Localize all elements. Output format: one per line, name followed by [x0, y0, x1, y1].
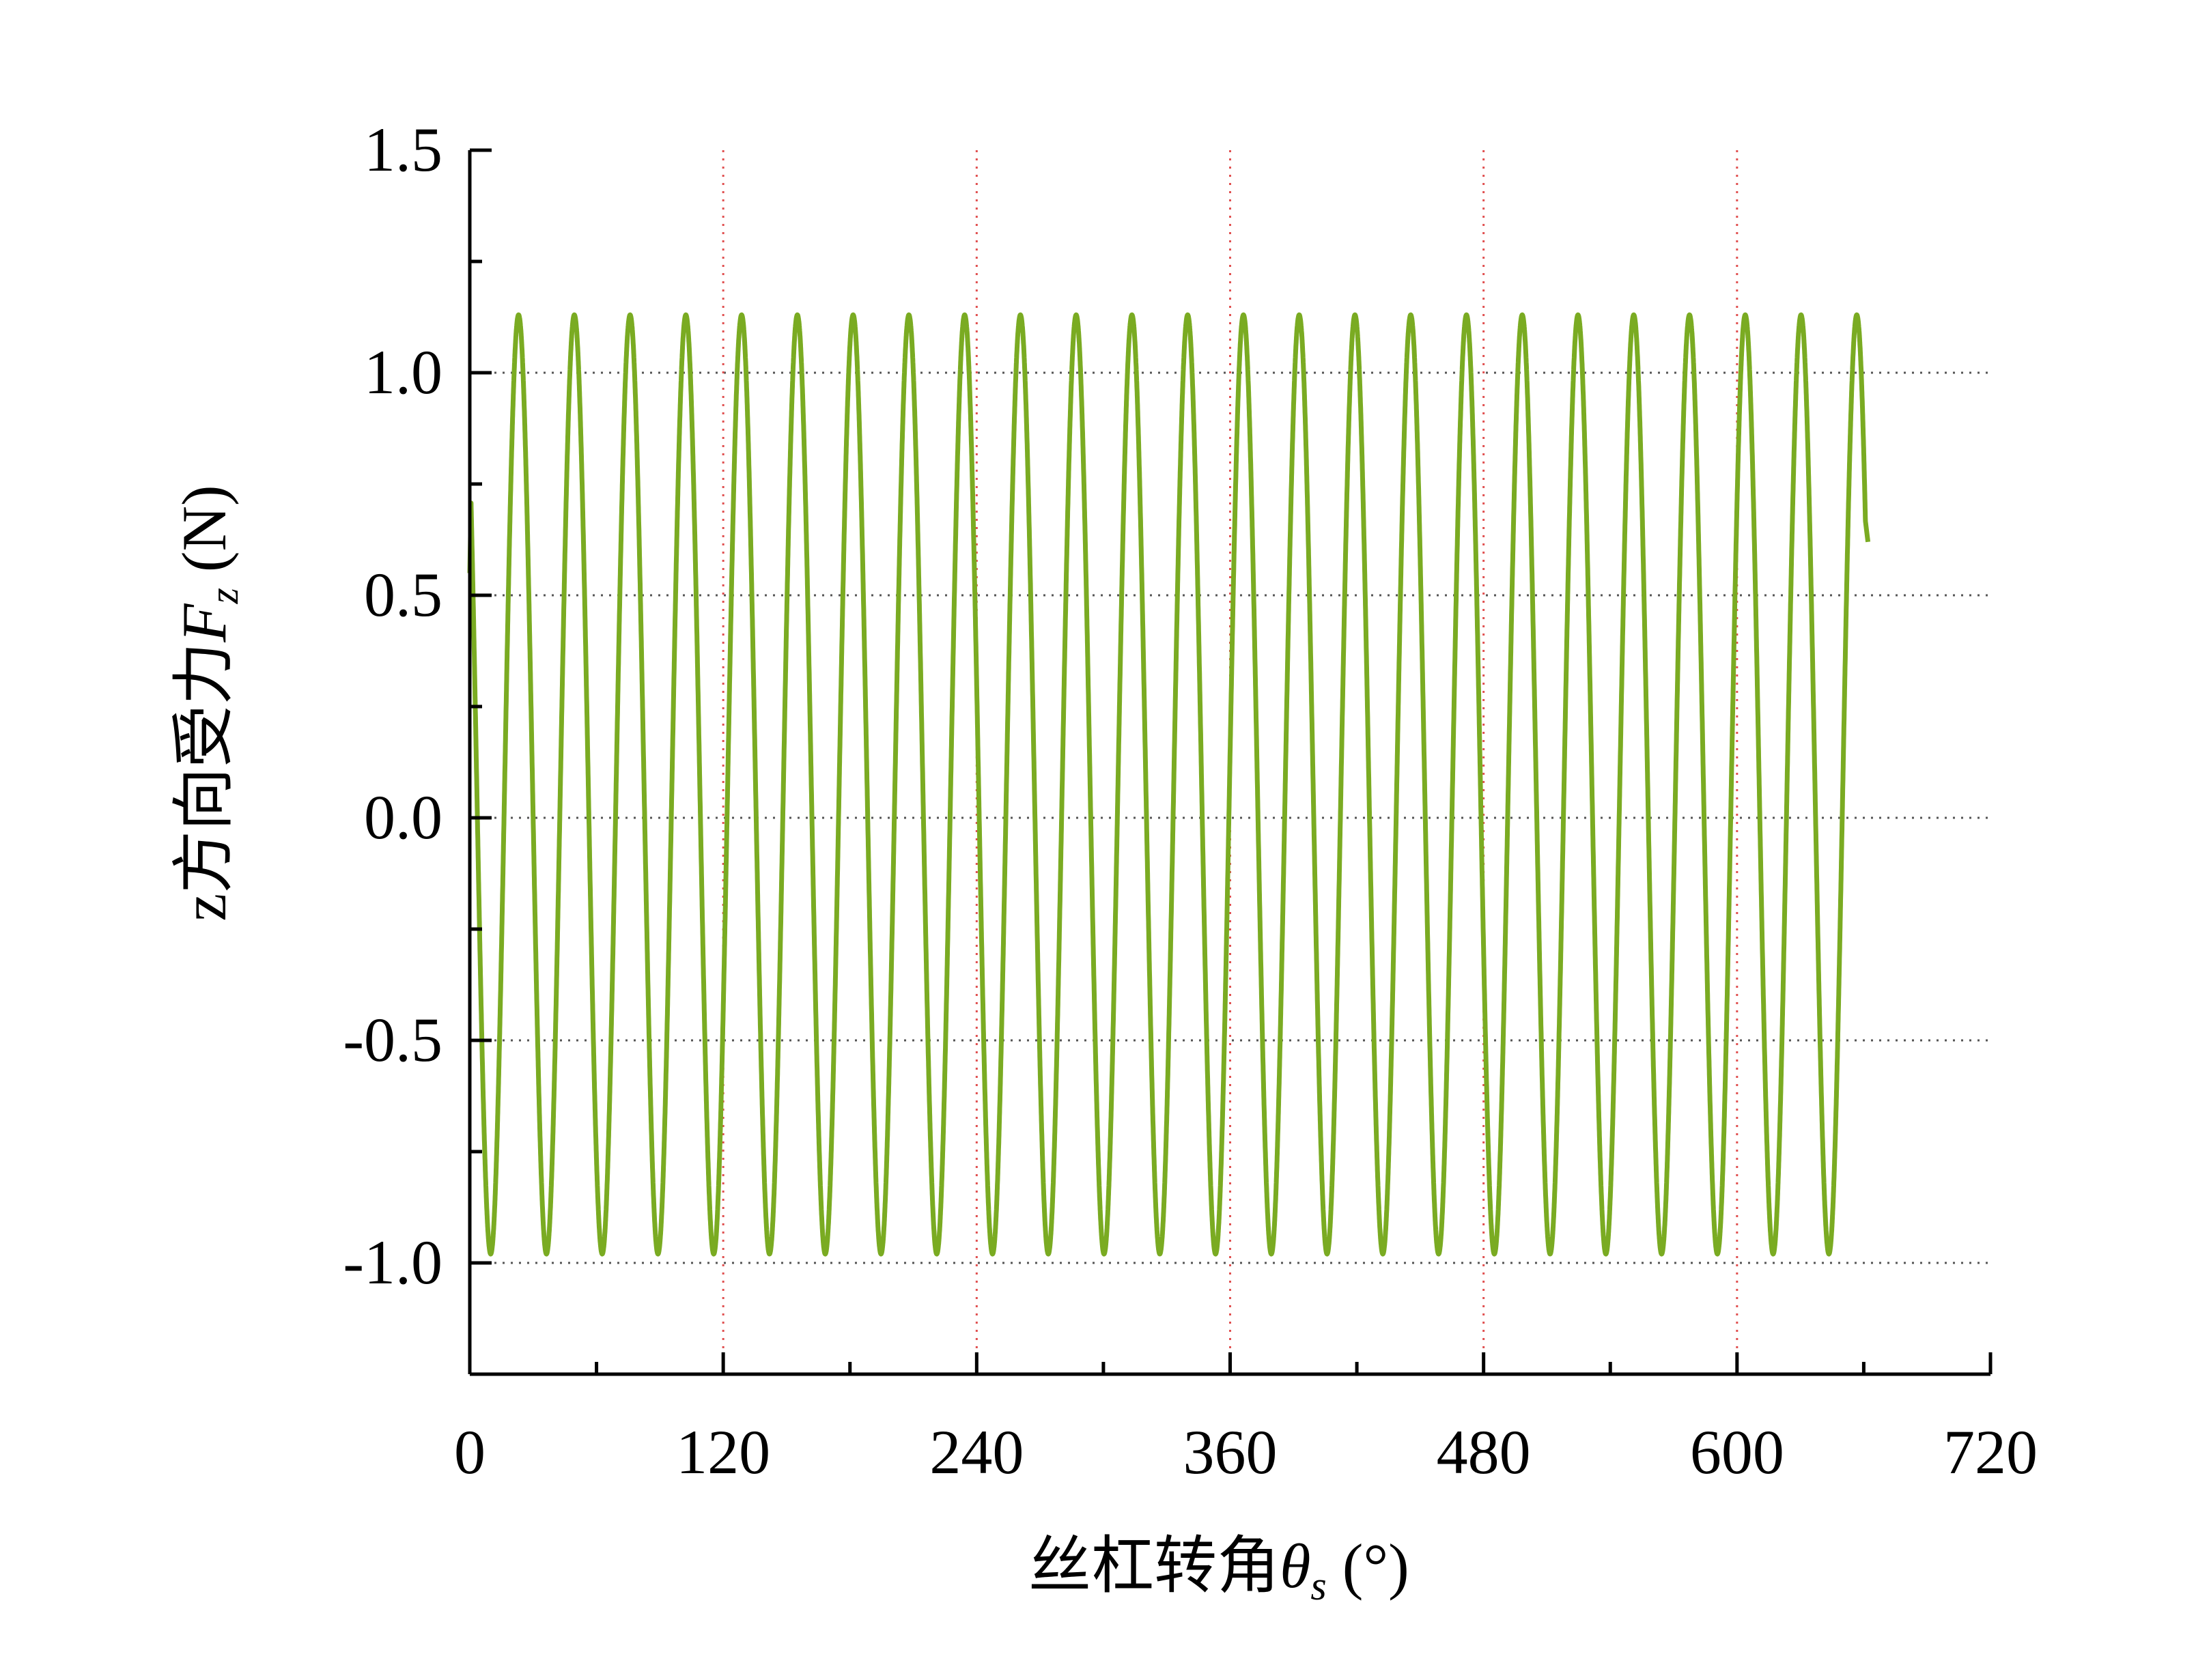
x-axis-title-symbol: θ: [1280, 1531, 1310, 1601]
x-axis-title-subscript: s: [1310, 1563, 1326, 1608]
x-axis-title-unit: (°): [1327, 1531, 1409, 1601]
x-axis-title: 丝杠转角θs (°): [1028, 1531, 1409, 1608]
series-group: [467, 312, 1871, 1257]
y-axis-title: z方向受力Fz (N): [169, 485, 247, 921]
y-axis-title-prefix: z方向受力: [169, 642, 239, 922]
x-tick-label: 360: [1183, 1417, 1278, 1487]
y-tick-label: 0.5: [364, 560, 442, 629]
x-tick-label: 120: [676, 1417, 770, 1487]
x-tick-label: 0: [454, 1417, 485, 1487]
y-tick-label: 0.0: [364, 782, 442, 852]
y-axis-title-subscript: z: [201, 588, 247, 604]
x-tick-label: 600: [1690, 1417, 1784, 1487]
y-tick-label: -0.5: [343, 1005, 442, 1074]
ticks: [468, 148, 1993, 1376]
series-line: [467, 312, 1871, 1257]
y-axis-title-symbol: F: [169, 603, 239, 643]
y-tick-label: -1.0: [343, 1227, 442, 1297]
x-tick-label: 240: [929, 1417, 1024, 1487]
y-tick-label: 1.0: [364, 337, 442, 407]
x-tick-label: 720: [1943, 1417, 2038, 1487]
y-axis-title-unit: (N): [169, 485, 239, 588]
tick-labels: -1.0 -0.5 0.0 0.5 1.0 1.5 0 120 240 360 480 600 720: [343, 115, 2038, 1487]
y-tick-label: 1.5: [364, 115, 442, 184]
x-tick-label: 480: [1437, 1417, 1531, 1487]
x-axis-title-prefix: 丝杠转角: [1028, 1531, 1280, 1601]
